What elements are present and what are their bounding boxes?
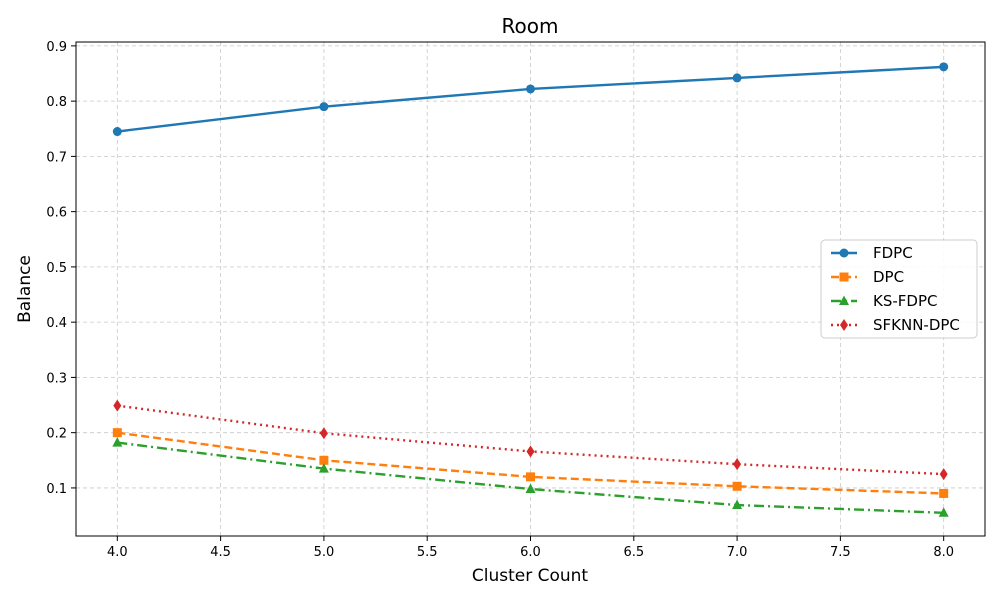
data-point-sfknn-dpc [526,445,535,458]
data-point-fdpc [526,84,535,94]
legend-item-ks-fdpc: KS-FDPC [831,292,937,310]
x-tick-label: 4.5 [210,545,231,560]
data-point-dpc [526,472,535,482]
data-point-dpc [732,481,742,491]
data-point-sfknn-dpc [113,399,122,412]
x-tick-label: 7.5 [830,545,851,560]
y-tick-label: 0.7 [46,150,67,165]
legend: FDPC DPC KS-FDPC SFKNN-DPC [820,239,978,339]
legend-marker [840,319,848,331]
legend-label: DPC [873,268,904,286]
y-tick-label: 0.4 [46,316,67,331]
y-axis-title: Balance [15,255,35,323]
legend-marker [839,295,849,305]
y-tick-label: 0.3 [46,371,67,386]
legend-item-sfknn-dpc: SFKNN-DPC [831,316,960,334]
x-tick-label: 5.5 [417,545,438,560]
data-point-ks-fdpc [938,507,949,517]
data-point-fdpc [319,102,329,112]
legend-item-dpc: DPC [831,268,904,286]
y-tick-label: 0.9 [46,40,67,55]
x-tick-label: 6.0 [520,545,541,560]
x-tick-label: 8.0 [933,545,954,560]
series-ks-fdpc [112,437,949,517]
data-point-dpc [112,428,122,438]
legend-item-fdpc: FDPC [831,244,913,262]
series-sfknn-dpc [113,399,948,481]
legend-label: KS-FDPC [873,292,937,310]
data-point-fdpc [732,73,742,83]
series-fdpc [112,62,949,137]
y-tick-label: 0.2 [46,427,67,442]
data-point-sfknn-dpc [733,458,742,471]
data-point-sfknn-dpc [319,427,328,440]
y-tick-label: 0.6 [46,206,67,221]
x-tick-label: 6.5 [623,545,644,560]
x-tick-label: 7.0 [727,545,748,560]
x-tick-label: 4.0 [107,545,128,560]
series-layer [112,62,949,517]
data-point-ks-fdpc [732,499,743,510]
legend-label: FDPC [873,244,913,262]
data-point-fdpc [939,62,949,72]
x-axis-title: Cluster Count [472,566,589,586]
data-point-ks-fdpc [525,483,536,494]
data-point-ks-fdpc [318,463,329,473]
data-point-dpc [319,455,329,465]
legend-marker [839,272,849,282]
data-point-dpc [939,488,949,498]
y-tick-label: 0.8 [46,95,67,110]
legend-box [820,239,978,339]
y-tick-label: 0.5 [46,261,67,276]
legend-label: SFKNN-DPC [873,316,960,334]
y-tick-label: 0.1 [46,482,67,497]
legend-marker [839,248,849,258]
data-point-ks-fdpc [112,437,123,447]
x-axis: 4.0 4.5 5.0 5.5 6.0 6.5 7.0 7.5 8.0 [107,536,954,560]
chart-title: Room [502,14,559,38]
y-axis: 0.1 0.2 0.3 0.4 0.5 0.6 0.7 0.8 0.9 [46,40,76,497]
series-dpc [112,428,949,498]
data-point-sfknn-dpc [939,468,948,481]
data-point-fdpc [112,127,122,137]
x-tick-label: 5.0 [314,545,335,560]
